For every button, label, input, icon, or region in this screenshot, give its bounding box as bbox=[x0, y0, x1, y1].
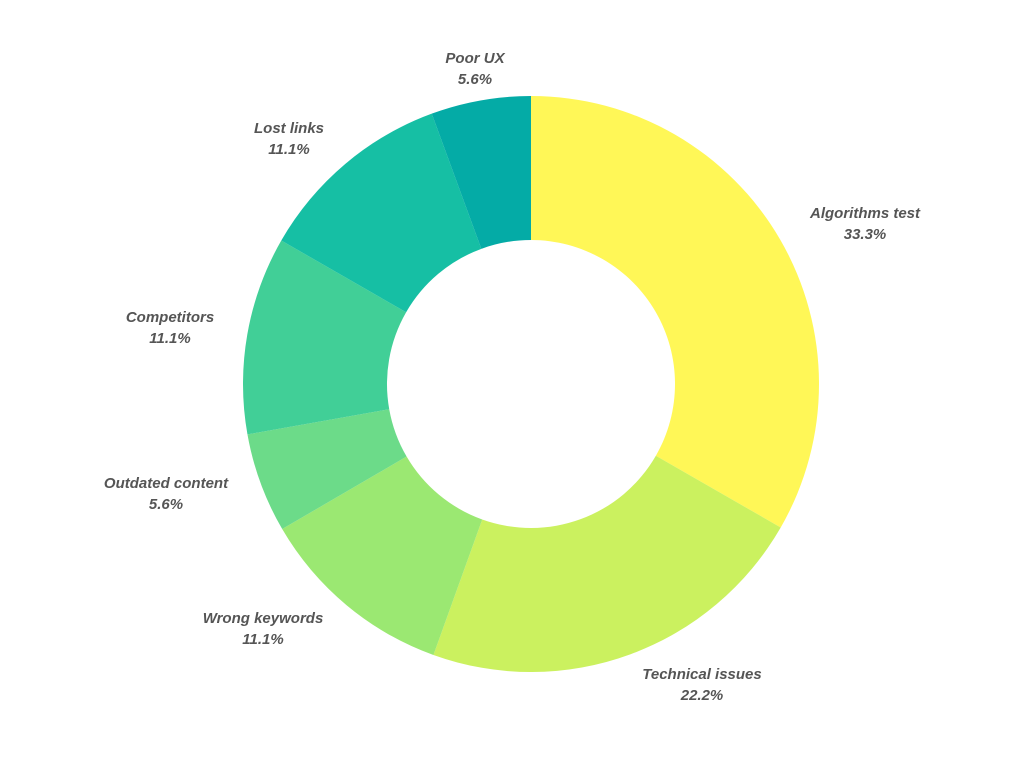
slice-label: Lost links 11.1% bbox=[254, 118, 324, 160]
slice-label-value: 5.6% bbox=[457, 71, 493, 88]
slice-poor-ux[interactable] bbox=[431, 96, 531, 249]
slice-label: Algorithms test 33.3% bbox=[810, 203, 920, 245]
slice-algorithms-test[interactable] bbox=[531, 96, 819, 528]
slice-label-name: Poor UX bbox=[445, 50, 505, 67]
slice-outdated-content[interactable] bbox=[247, 409, 407, 530]
slice-label: Technical issues 22.2% bbox=[642, 664, 762, 706]
slice-label-value: 11.1% bbox=[268, 141, 310, 158]
slice-wrong-keywords[interactable] bbox=[282, 456, 483, 655]
slice-label: Wrong keywords 11.1% bbox=[203, 608, 324, 650]
slice-competitors[interactable] bbox=[242, 240, 407, 435]
slice-technical-issues[interactable] bbox=[433, 455, 781, 672]
slice-label-value: 11.1% bbox=[149, 330, 191, 347]
slice-label-value: 11.1% bbox=[242, 631, 284, 648]
slice-label: Competitors 11.1% bbox=[126, 307, 214, 349]
slice-label-value: 5.6% bbox=[148, 496, 184, 513]
slice-label-value: 33.3% bbox=[843, 226, 887, 243]
slice-label: Poor UX 5.6% bbox=[445, 48, 504, 90]
slice-label-name: Algorithms test bbox=[809, 205, 921, 222]
slice-label-name: Lost links bbox=[253, 120, 325, 137]
slice-label-name: Outdated content bbox=[103, 475, 229, 492]
slice-label-name: Technical issues bbox=[642, 666, 762, 683]
slice-label-value: 22.2% bbox=[680, 687, 724, 704]
slice-label-name: Competitors bbox=[125, 309, 215, 326]
slice-lost-links[interactable] bbox=[281, 113, 482, 313]
slice-label: Outdated content 5.6% bbox=[104, 473, 228, 515]
slice-label-name: Wrong keywords bbox=[202, 610, 324, 627]
